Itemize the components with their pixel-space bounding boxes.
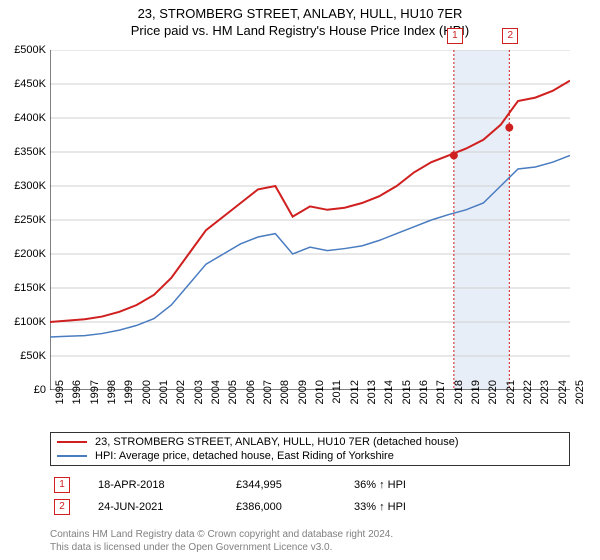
chart-svg [50, 50, 570, 390]
x-axis-label: 2010 [314, 380, 326, 414]
x-axis-label: 2016 [418, 380, 430, 414]
x-axis-label: 2003 [193, 380, 205, 414]
legend-swatch [57, 441, 87, 443]
footer-line2: This data is licensed under the Open Gov… [50, 542, 393, 555]
x-axis-label: 2015 [401, 380, 413, 414]
legend-row: HPI: Average price, detached house, East… [51, 449, 569, 463]
x-axis-label: 2000 [141, 380, 153, 414]
x-axis-label: 2008 [279, 380, 291, 414]
x-axis-label: 1999 [123, 380, 135, 414]
sales-block: 1 18-APR-2018 £344,995 36% ↑ HPI 2 24-JUN-202… [50, 474, 406, 518]
footer-line1: Contains HM Land Registry data © Crown c… [50, 529, 393, 542]
x-axis-label: 2002 [175, 380, 187, 414]
y-axis-label: £350K [2, 146, 46, 158]
x-axis-label: 2020 [487, 380, 499, 414]
chart-area: £0£50K£100K£150K£200K£250K£300K£350K£400… [50, 50, 570, 390]
legend-row: 23, STROMBERG STREET, ANLABY, HULL, HU10… [51, 435, 569, 449]
sale-marker-badge: 1 [447, 28, 463, 44]
x-axis-label: 1997 [89, 380, 101, 414]
y-axis-label: £300K [2, 180, 46, 192]
y-axis-label: £0 [2, 384, 46, 396]
page-container: 23, STROMBERG STREET, ANLABY, HULL, HU10… [0, 0, 600, 560]
x-axis-label: 1996 [71, 380, 83, 414]
y-axis-label: £500K [2, 44, 46, 56]
x-axis-label: 2019 [470, 380, 482, 414]
legend-swatch [57, 455, 87, 457]
sale-badge: 1 [54, 477, 70, 493]
x-axis-label: 2024 [557, 380, 569, 414]
sale-row: 1 18-APR-2018 £344,995 36% ↑ HPI [50, 474, 406, 496]
y-axis-label: £200K [2, 248, 46, 260]
y-axis-label: £400K [2, 112, 46, 124]
legend-label: 23, STROMBERG STREET, ANLABY, HULL, HU10… [95, 436, 459, 448]
x-axis-label: 2018 [453, 380, 465, 414]
sale-price: £344,995 [236, 479, 326, 491]
sale-date: 18-APR-2018 [98, 479, 208, 491]
sale-date: 24-JUN-2021 [98, 501, 208, 513]
x-axis-label: 2005 [227, 380, 239, 414]
x-axis-label: 2004 [210, 380, 222, 414]
sale-delta: 36% ↑ HPI [354, 479, 406, 491]
x-axis-label: 2013 [366, 380, 378, 414]
x-axis-label: 2006 [245, 380, 257, 414]
x-axis-label: 1998 [106, 380, 118, 414]
x-axis-label: 1995 [54, 380, 66, 414]
sale-price: £386,000 [236, 501, 326, 513]
x-axis-label: 2023 [539, 380, 551, 414]
sale-badge: 2 [54, 499, 70, 515]
y-axis-label: £150K [2, 282, 46, 294]
sale-delta: 33% ↑ HPI [354, 501, 406, 513]
x-axis-label: 2014 [383, 380, 395, 414]
page-title: 23, STROMBERG STREET, ANLABY, HULL, HU10… [0, 0, 600, 21]
x-axis-label: 2007 [262, 380, 274, 414]
y-axis-label: £450K [2, 78, 46, 90]
x-axis-label: 2012 [349, 380, 361, 414]
x-axis-label: 2017 [435, 380, 447, 414]
sale-marker-badge: 2 [502, 28, 518, 44]
y-axis-label: £100K [2, 316, 46, 328]
legend-box: 23, STROMBERG STREET, ANLABY, HULL, HU10… [50, 432, 570, 466]
x-axis-label: 2021 [505, 380, 517, 414]
y-axis-label: £250K [2, 214, 46, 226]
x-axis-label: 2001 [158, 380, 170, 414]
sale-row: 2 24-JUN-2021 £386,000 33% ↑ HPI [50, 496, 406, 518]
x-axis-label: 2022 [522, 380, 534, 414]
x-axis-label: 2011 [331, 380, 343, 414]
legend-label: HPI: Average price, detached house, East… [95, 450, 394, 462]
x-axis-label: 2025 [574, 380, 586, 414]
y-axis-label: £50K [2, 350, 46, 362]
footer-text: Contains HM Land Registry data © Crown c… [50, 529, 393, 554]
x-axis-label: 2009 [297, 380, 309, 414]
